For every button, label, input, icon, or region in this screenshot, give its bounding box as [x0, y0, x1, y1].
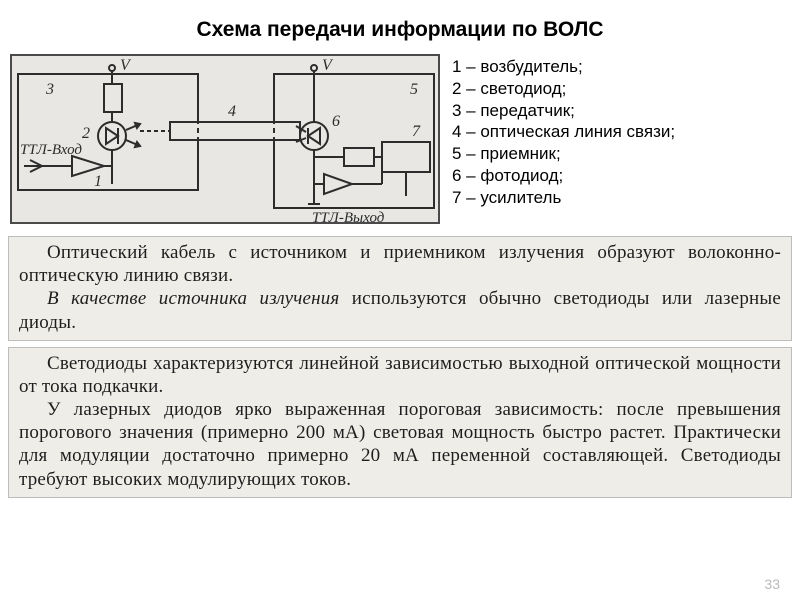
- label-5: 5: [410, 81, 418, 98]
- paragraph: В качестве источника излучения использую…: [19, 287, 781, 333]
- page-number: 33: [764, 576, 780, 592]
- legend-item: 3 – передатчик;: [452, 100, 675, 122]
- paragraph: Оптический кабель с источником и приемни…: [19, 241, 781, 287]
- legend: 1 – возбудитель; 2 – светодиод; 3 – пере…: [452, 54, 675, 224]
- page-title: Схема передачи информации по ВОЛС: [0, 0, 800, 54]
- label-3: 3: [45, 81, 54, 98]
- label-ttl-out: ТТЛ-Выход: [312, 210, 385, 226]
- label-v1: V: [120, 57, 132, 74]
- label-7: 7: [412, 123, 421, 140]
- top-row: V V 3 2 1 4 5 6 7 ТТЛ-Вход ТТЛ-Выход 1 –…: [0, 54, 800, 230]
- paragraph: У лазерных диодов ярко выраженная порого…: [19, 398, 781, 491]
- italic-lead: В качестве источника излучения: [47, 288, 339, 309]
- circuit-svg: V V 3 2 1 4 5 6 7 ТТЛ-Вход ТТЛ-Выход: [12, 56, 442, 226]
- legend-item: 7 – усилитель: [452, 187, 675, 209]
- legend-item: 1 – возбудитель;: [452, 56, 675, 78]
- label-v2: V: [322, 57, 334, 74]
- label-4: 4: [228, 103, 236, 120]
- text-block-2: Светодиоды характеризуются линейной зави…: [8, 347, 792, 498]
- legend-item: 2 – светодиод;: [452, 78, 675, 100]
- paragraph: Светодиоды характеризуются линейной зави…: [19, 352, 781, 398]
- text-block-1: Оптический кабель с источником и приемни…: [8, 236, 792, 341]
- label-1: 1: [94, 173, 102, 190]
- legend-item: 5 – приемник;: [452, 143, 675, 165]
- legend-item: 4 – оптическая линия связи;: [452, 121, 675, 143]
- label-ttl-in: ТТЛ-Вход: [20, 142, 82, 158]
- label-2: 2: [82, 125, 90, 142]
- label-6: 6: [332, 113, 340, 130]
- legend-item: 6 – фотодиод;: [452, 165, 675, 187]
- circuit-diagram: V V 3 2 1 4 5 6 7 ТТЛ-Вход ТТЛ-Выход: [10, 54, 440, 224]
